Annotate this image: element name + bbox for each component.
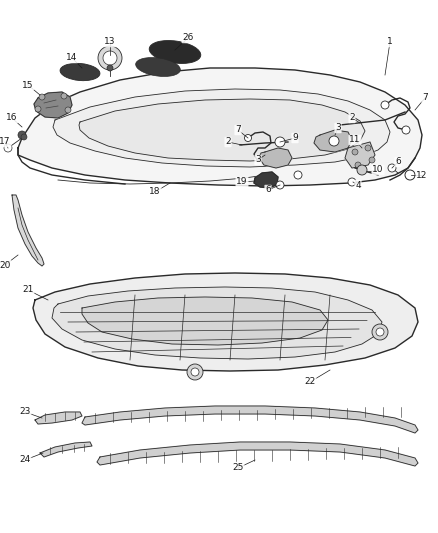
Polygon shape (82, 406, 418, 433)
Text: 3: 3 (255, 156, 261, 165)
Text: 1: 1 (387, 37, 393, 46)
Text: 15: 15 (22, 80, 34, 90)
Text: 26: 26 (182, 34, 194, 43)
Circle shape (402, 126, 410, 134)
Circle shape (244, 134, 251, 141)
Text: 4: 4 (355, 181, 361, 190)
Text: 25: 25 (232, 464, 244, 472)
Circle shape (98, 46, 122, 70)
Circle shape (355, 162, 361, 168)
Text: 20: 20 (0, 261, 11, 270)
Circle shape (18, 131, 26, 139)
Polygon shape (345, 142, 375, 168)
Circle shape (4, 144, 12, 152)
Text: 11: 11 (349, 135, 361, 144)
Circle shape (388, 164, 396, 172)
Circle shape (107, 65, 113, 71)
Text: 16: 16 (6, 114, 18, 123)
Polygon shape (33, 273, 418, 371)
Polygon shape (12, 195, 44, 266)
Circle shape (65, 107, 71, 113)
Circle shape (21, 134, 27, 140)
Circle shape (276, 181, 284, 189)
Text: 21: 21 (22, 286, 34, 295)
Text: 6: 6 (265, 185, 271, 195)
Text: 12: 12 (416, 171, 427, 180)
Polygon shape (82, 297, 328, 345)
Ellipse shape (136, 58, 180, 76)
Circle shape (365, 145, 371, 151)
Polygon shape (52, 287, 382, 359)
Polygon shape (40, 442, 92, 457)
Text: 3: 3 (335, 124, 341, 133)
Text: 23: 23 (19, 408, 31, 416)
Text: 17: 17 (0, 138, 11, 147)
Circle shape (372, 324, 388, 340)
Circle shape (348, 178, 356, 186)
Polygon shape (259, 148, 292, 168)
Circle shape (187, 364, 203, 380)
Circle shape (352, 149, 358, 155)
Circle shape (329, 136, 339, 146)
Circle shape (369, 157, 375, 163)
Circle shape (191, 368, 199, 376)
Circle shape (376, 328, 384, 336)
Text: 14: 14 (66, 53, 78, 62)
Polygon shape (254, 172, 278, 188)
Polygon shape (18, 68, 422, 186)
Text: 7: 7 (422, 93, 428, 102)
Circle shape (275, 137, 285, 147)
Text: 2: 2 (349, 114, 355, 123)
Polygon shape (34, 92, 72, 118)
Circle shape (381, 101, 389, 109)
Text: 10: 10 (372, 166, 384, 174)
Text: 6: 6 (395, 157, 401, 166)
Polygon shape (97, 442, 418, 466)
Polygon shape (314, 130, 352, 152)
Circle shape (39, 94, 45, 100)
Polygon shape (35, 412, 82, 424)
Circle shape (294, 171, 302, 179)
Circle shape (61, 93, 67, 99)
Text: 22: 22 (304, 377, 316, 386)
Circle shape (405, 170, 415, 180)
Polygon shape (79, 99, 365, 161)
Text: 19: 19 (236, 177, 248, 187)
Text: 7: 7 (235, 125, 241, 134)
Text: 9: 9 (292, 133, 298, 142)
Text: 2: 2 (225, 138, 231, 147)
Ellipse shape (149, 41, 201, 63)
Circle shape (103, 51, 117, 65)
Ellipse shape (60, 63, 100, 80)
Circle shape (357, 165, 367, 175)
Circle shape (35, 106, 41, 112)
Polygon shape (53, 89, 390, 167)
Text: 24: 24 (19, 456, 31, 464)
Text: 18: 18 (149, 188, 161, 197)
Text: 13: 13 (104, 37, 116, 46)
